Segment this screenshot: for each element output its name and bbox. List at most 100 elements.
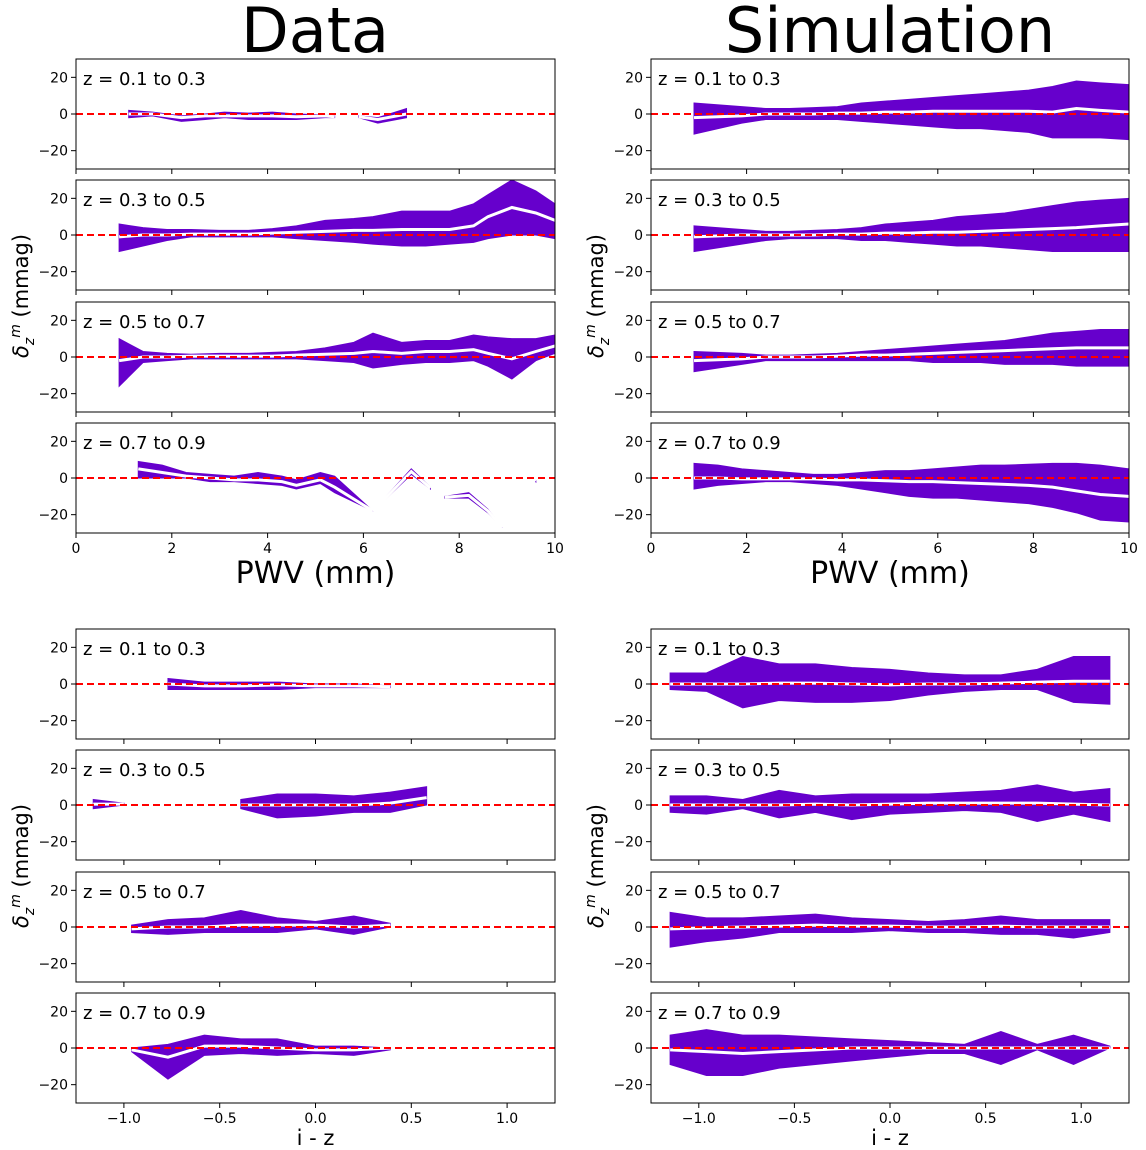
panel-data [128, 107, 408, 124]
panel: −20 0 20 z = 0.5 to 0.7 [613, 301, 1130, 417]
x-tick-label: 2 [167, 541, 176, 557]
x-tick-label: 0.0 [304, 1111, 326, 1127]
y-tick-label: 20 [50, 640, 68, 656]
x-tick-label: −1.0 [682, 1111, 716, 1127]
panel-data [693, 329, 1129, 373]
column-title-data: Data [241, 0, 389, 67]
x-tick-label: 4 [838, 541, 847, 557]
x-axis-label: i - z [871, 1126, 909, 1150]
panel-label: z = 0.1 to 0.3 [83, 69, 206, 90]
y-tick-label: 0 [59, 677, 68, 693]
median-line [138, 467, 374, 513]
band-area [131, 1034, 391, 1080]
y-axis-label: δzm (mmag) [583, 234, 613, 358]
x-tick-label: 0.0 [879, 1111, 901, 1127]
x-tick-label: 2 [742, 541, 751, 557]
panel-label: z = 0.7 to 0.9 [83, 433, 206, 454]
x-tick-label: 0.5 [974, 1111, 996, 1127]
panel: −20 0 20 z = 0.3 to 0.5 [38, 179, 556, 295]
panel: −20 0 20 z = 0.3 to 0.5 [38, 749, 556, 865]
x-axis-label: i - z [297, 1126, 335, 1150]
x-tick-label: −0.5 [777, 1111, 811, 1127]
y-tick-label: 0 [634, 350, 643, 366]
panel-label: z = 0.3 to 0.5 [83, 190, 206, 211]
panel: −20 0 20 −1.0 −0.5 0.0 0.5 1.0 z = 0.7 to 0.9 [38, 992, 556, 1127]
panel-label: z = 0.1 to 0.3 [658, 639, 781, 660]
y-tick-label: 20 [50, 883, 68, 899]
panel: −20 0 20 z = 0.1 to 0.3 [613, 628, 1130, 744]
y-tick-label: 0 [634, 798, 643, 814]
x-tick-label: 0 [72, 541, 81, 557]
band-area [693, 80, 1129, 141]
x-tick-label: 6 [933, 541, 942, 557]
panel-label: z = 0.5 to 0.7 [658, 882, 781, 903]
x-axis-label: PWV (mm) [810, 556, 970, 591]
y-tick-label: −20 [38, 1078, 68, 1094]
y-tick-label: −20 [613, 265, 643, 281]
y-tick-label: −20 [613, 508, 643, 524]
y-tick-label: 20 [50, 70, 68, 86]
panel: −20 0 20 z = 0.1 to 0.3 [613, 58, 1130, 174]
median-line [131, 923, 391, 931]
x-tick-label: 1.0 [1070, 1111, 1092, 1127]
y-axis-label: δzm (mmag) [583, 804, 613, 928]
y-tick-label: 0 [59, 107, 68, 123]
median-line [501, 481, 538, 529]
y-tick-label: 20 [625, 70, 643, 86]
y-tick-label: 0 [59, 1041, 68, 1057]
y-tick-label: 0 [59, 350, 68, 366]
panel-data [131, 909, 391, 935]
band-area [240, 786, 428, 819]
x-tick-label: 1.0 [496, 1111, 518, 1127]
band-area [669, 911, 1111, 948]
y-tick-label: 20 [625, 191, 643, 207]
panel-label: z = 0.3 to 0.5 [658, 190, 781, 211]
panel-data [669, 784, 1111, 823]
median-line [444, 493, 504, 529]
y-tick-label: 0 [59, 228, 68, 244]
y-tick-label: 0 [634, 471, 643, 487]
x-axis-label: PWV (mm) [236, 556, 396, 591]
y-tick-label: −20 [38, 957, 68, 973]
y-tick-label: −20 [613, 144, 643, 160]
panel-label: z = 0.5 to 0.7 [83, 882, 206, 903]
panel-label: z = 0.7 to 0.9 [658, 433, 781, 454]
panel-data [118, 332, 555, 388]
panel-data [92, 786, 428, 819]
panel: −20 0 20 z = 0.5 to 0.7 [613, 871, 1130, 987]
y-tick-label: −20 [613, 835, 643, 851]
chart-color-data: −20 0 20 z = 0.1 to 0.3 −20 0 20 z = 0.3 to 0.5… [8, 628, 556, 1150]
x-tick-label: 4 [263, 541, 272, 557]
band-area [693, 329, 1129, 373]
x-tick-label: −0.5 [203, 1111, 237, 1127]
panel-data [669, 655, 1111, 709]
column-title-simulation: Simulation [725, 0, 1055, 67]
y-tick-label: −20 [38, 508, 68, 524]
y-tick-label: −20 [38, 144, 68, 160]
y-axis-label: δzm (mmag) [8, 804, 38, 928]
median-line [128, 112, 335, 120]
y-tick-label: −20 [613, 387, 643, 403]
median-line [371, 469, 432, 513]
x-tick-label: 10 [1120, 541, 1138, 557]
x-tick-label: 6 [359, 541, 368, 557]
y-tick-label: 20 [50, 434, 68, 450]
band-area [118, 332, 555, 388]
band-area [131, 909, 391, 935]
y-tick-label: −20 [613, 957, 643, 973]
y-tick-label: 20 [50, 191, 68, 207]
panel-data [693, 462, 1129, 523]
y-tick-label: 20 [625, 761, 643, 777]
band-area [693, 462, 1129, 523]
panel: −20 0 20 z = 0.5 to 0.7 [38, 301, 556, 417]
panel-label: z = 0.1 to 0.3 [658, 69, 781, 90]
y-tick-label: 20 [625, 1004, 643, 1020]
chart-color-simulation: −20 0 20 z = 0.1 to 0.3 −20 0 20 z = 0.3 to 0.5… [583, 628, 1130, 1150]
y-tick-label: 20 [50, 313, 68, 329]
y-tick-label: −20 [38, 387, 68, 403]
band-area [137, 460, 374, 512]
y-tick-label: 0 [634, 1041, 643, 1057]
band-area [669, 655, 1111, 709]
